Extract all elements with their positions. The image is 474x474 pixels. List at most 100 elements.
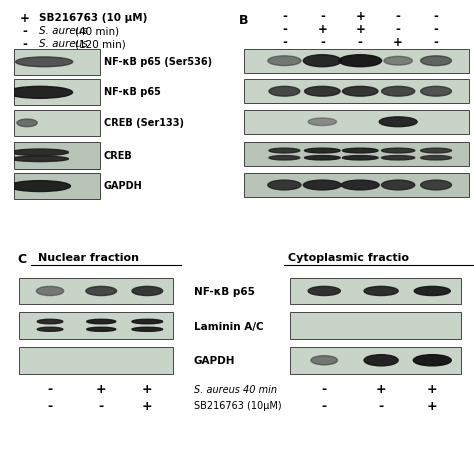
Text: B: B: [239, 14, 249, 27]
Text: -: -: [282, 36, 287, 49]
Text: Nuclear fraction: Nuclear fraction: [38, 253, 139, 263]
Text: -: -: [322, 383, 327, 396]
FancyBboxPatch shape: [290, 312, 461, 339]
Ellipse shape: [421, 148, 451, 153]
Text: -: -: [47, 383, 53, 396]
Text: +: +: [142, 383, 153, 396]
Ellipse shape: [87, 319, 116, 324]
Text: +: +: [356, 23, 365, 36]
Text: +: +: [19, 12, 29, 25]
Text: +: +: [318, 23, 327, 36]
FancyBboxPatch shape: [14, 143, 100, 169]
FancyBboxPatch shape: [244, 79, 469, 103]
Ellipse shape: [364, 355, 398, 366]
Ellipse shape: [269, 148, 300, 153]
Ellipse shape: [304, 155, 340, 160]
Ellipse shape: [421, 180, 451, 190]
Text: -: -: [282, 23, 287, 36]
Ellipse shape: [364, 286, 398, 296]
Text: -: -: [282, 9, 287, 23]
Ellipse shape: [384, 56, 412, 65]
FancyBboxPatch shape: [290, 347, 461, 374]
Ellipse shape: [132, 327, 163, 331]
FancyBboxPatch shape: [290, 278, 461, 304]
Ellipse shape: [382, 180, 415, 190]
FancyBboxPatch shape: [244, 143, 469, 166]
Text: -: -: [320, 36, 325, 49]
Text: (40 min): (40 min): [75, 26, 119, 36]
Ellipse shape: [17, 119, 37, 127]
FancyBboxPatch shape: [19, 312, 173, 339]
Text: CREB: CREB: [104, 151, 133, 161]
Ellipse shape: [342, 155, 378, 160]
Ellipse shape: [269, 86, 300, 96]
Ellipse shape: [36, 286, 64, 296]
Text: Cytoplasmic fractio: Cytoplasmic fractio: [288, 253, 409, 263]
Text: NF-κB p65: NF-κB p65: [194, 287, 255, 297]
Ellipse shape: [413, 355, 451, 366]
Ellipse shape: [342, 86, 378, 96]
Ellipse shape: [308, 286, 340, 296]
Ellipse shape: [268, 56, 301, 65]
Text: -: -: [358, 36, 363, 49]
FancyBboxPatch shape: [14, 79, 100, 105]
Ellipse shape: [303, 55, 341, 67]
Ellipse shape: [304, 148, 340, 153]
Ellipse shape: [269, 155, 300, 160]
Ellipse shape: [379, 117, 417, 127]
Text: Laminin A/C: Laminin A/C: [194, 322, 264, 332]
Text: GAPDH: GAPDH: [194, 356, 236, 366]
Ellipse shape: [382, 86, 415, 96]
Ellipse shape: [132, 286, 163, 296]
Ellipse shape: [421, 56, 451, 65]
Ellipse shape: [421, 86, 451, 96]
Text: +: +: [356, 9, 365, 23]
Text: C: C: [18, 253, 27, 266]
FancyBboxPatch shape: [19, 347, 173, 374]
Text: CREB (Ser133): CREB (Ser133): [104, 118, 184, 128]
Text: NF-κB p65: NF-κB p65: [104, 87, 161, 97]
Text: -: -: [322, 400, 327, 413]
Ellipse shape: [382, 155, 415, 160]
Ellipse shape: [304, 86, 340, 96]
Ellipse shape: [268, 180, 301, 190]
Text: S. aureus: S. aureus: [39, 39, 87, 49]
Ellipse shape: [16, 57, 73, 67]
Text: +: +: [96, 383, 107, 396]
Ellipse shape: [132, 319, 163, 324]
Text: -: -: [434, 23, 438, 36]
FancyBboxPatch shape: [19, 278, 173, 304]
Ellipse shape: [414, 286, 450, 296]
Ellipse shape: [339, 55, 382, 67]
Ellipse shape: [86, 286, 117, 296]
FancyBboxPatch shape: [244, 49, 469, 73]
Text: +: +: [142, 400, 153, 413]
Text: (120 min): (120 min): [75, 39, 126, 49]
FancyBboxPatch shape: [244, 110, 469, 134]
Ellipse shape: [11, 149, 68, 155]
FancyBboxPatch shape: [14, 49, 100, 75]
Text: +: +: [376, 383, 386, 396]
Text: S. aureus 40 min: S. aureus 40 min: [194, 385, 277, 395]
FancyBboxPatch shape: [14, 110, 100, 136]
Text: -: -: [22, 25, 27, 38]
Ellipse shape: [308, 118, 337, 126]
Ellipse shape: [11, 156, 68, 162]
Text: -: -: [320, 9, 325, 23]
Ellipse shape: [87, 327, 116, 331]
Ellipse shape: [382, 148, 415, 153]
Text: +: +: [427, 383, 438, 396]
Text: GAPDH: GAPDH: [104, 181, 143, 191]
Text: -: -: [47, 400, 53, 413]
Ellipse shape: [311, 356, 337, 365]
Text: NF-κB p65 (Ser536): NF-κB p65 (Ser536): [104, 57, 212, 67]
FancyBboxPatch shape: [14, 173, 100, 199]
Text: SB216763 (10μM): SB216763 (10μM): [194, 401, 282, 411]
Text: SB216763 (10 μM): SB216763 (10 μM): [39, 13, 147, 23]
Ellipse shape: [7, 86, 73, 98]
Text: -: -: [379, 400, 383, 413]
Ellipse shape: [341, 180, 379, 190]
Ellipse shape: [421, 155, 451, 160]
Text: -: -: [99, 400, 104, 413]
FancyBboxPatch shape: [244, 173, 469, 197]
